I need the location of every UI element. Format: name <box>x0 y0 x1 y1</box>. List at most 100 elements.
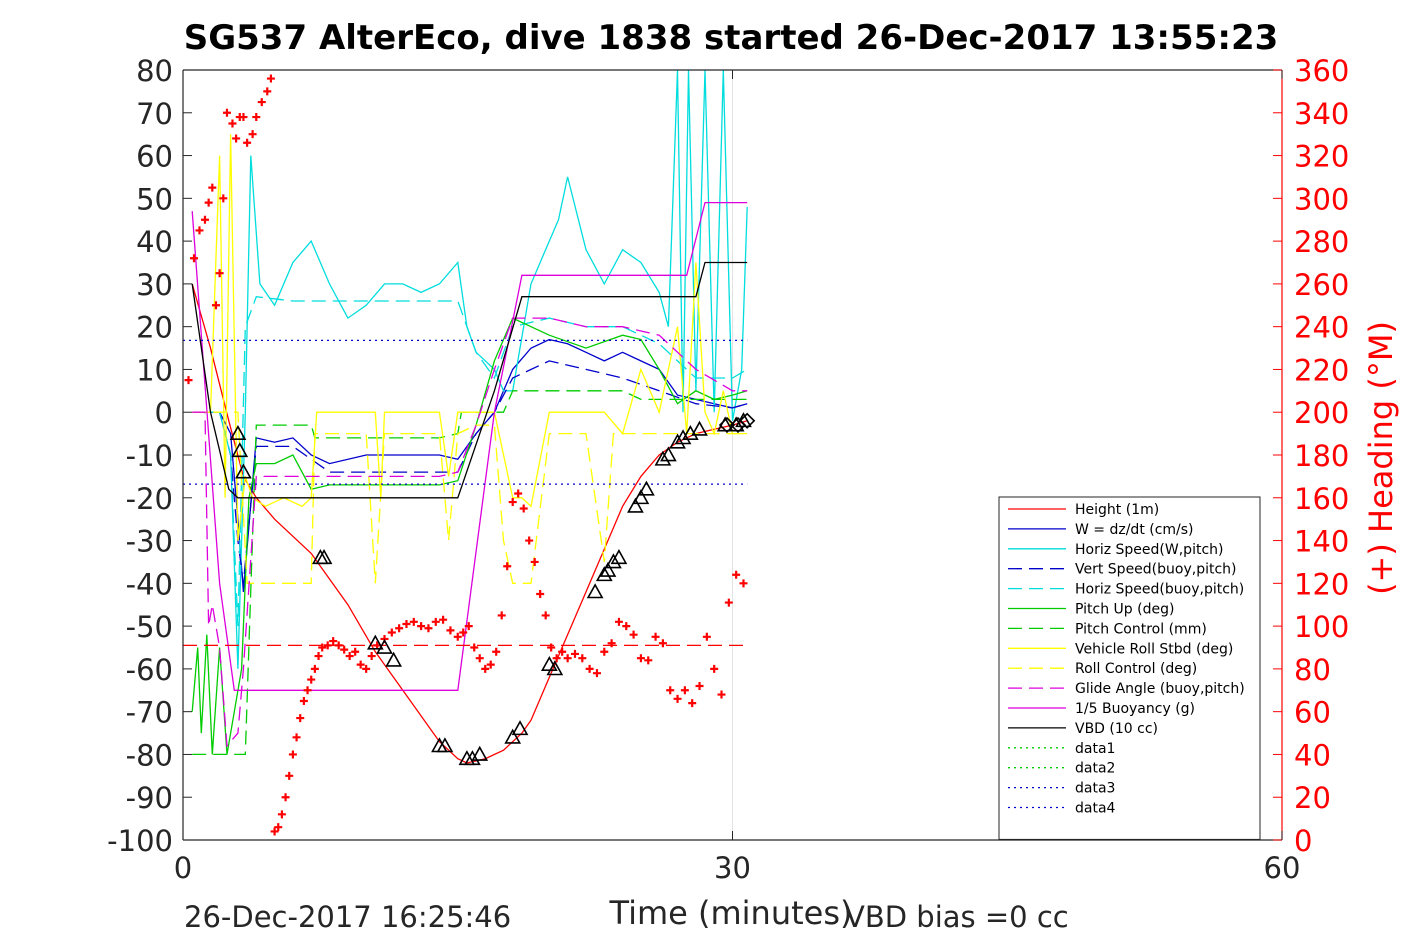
triangle-marker <box>385 651 403 667</box>
y2-tick-label: 160 <box>1294 482 1349 516</box>
y-tick-label: 40 <box>136 225 173 259</box>
heading-point <box>310 664 319 673</box>
y2-tick-label: 0 <box>1294 824 1312 858</box>
y2-tick-label: 300 <box>1294 182 1349 216</box>
triangle-marker <box>504 728 522 744</box>
heading-point <box>329 637 338 646</box>
heading-point <box>644 656 653 665</box>
triangle-marker <box>674 429 692 445</box>
heading-point <box>732 570 741 579</box>
heading-point <box>503 562 512 571</box>
heading-point <box>243 138 252 147</box>
heading-point <box>252 113 261 122</box>
triangle-marker <box>654 450 672 466</box>
heading-point <box>387 628 396 637</box>
legend-entry-label: Horiz Speed(W,pitch) <box>1075 542 1223 558</box>
x-tick-label: 0 <box>174 851 192 885</box>
vbd-bias-label: VBD bias =0 cc <box>845 900 1069 934</box>
series-line <box>192 411 748 584</box>
heading-point <box>607 639 616 648</box>
heading-point <box>666 686 675 695</box>
heading-point <box>600 647 609 656</box>
heading-point <box>340 645 349 654</box>
heading-point <box>570 649 579 658</box>
triangle-marker <box>638 480 655 496</box>
heading-point <box>208 183 217 192</box>
triangle-marker <box>595 566 613 582</box>
y-tick-label: 30 <box>136 268 173 302</box>
heading-point <box>402 619 411 628</box>
triangle-marker <box>669 433 686 449</box>
heading-point <box>717 690 726 699</box>
heading-point <box>636 654 645 663</box>
heading-point <box>592 669 601 678</box>
heading-point <box>303 686 312 695</box>
y-tick-label: -20 <box>126 482 173 516</box>
heading-point <box>673 694 682 703</box>
y-tick-label: -70 <box>126 696 173 730</box>
legend-entry-label: Glide Angle (buoy,pitch) <box>1075 681 1245 697</box>
legend-entry-label: W = dz/dt (cm/s) <box>1075 522 1194 538</box>
heading-point <box>281 793 290 802</box>
diamond-marker <box>718 416 736 434</box>
heading-point <box>219 194 228 203</box>
triangle-marker <box>691 420 708 436</box>
triangle-marker <box>586 583 604 599</box>
heading-point <box>525 536 534 545</box>
heading-point <box>464 622 473 631</box>
series-line <box>191 283 748 764</box>
heading-point <box>558 647 567 656</box>
legend-entry-label: Pitch Up (deg) <box>1075 602 1174 618</box>
y-tick-label: 10 <box>136 353 173 387</box>
y2-tick-label: 360 <box>1294 54 1349 88</box>
heading-point <box>530 557 539 566</box>
y-tick-label: 60 <box>136 140 173 174</box>
y2-tick-label: 40 <box>1294 738 1331 772</box>
heading-point <box>200 215 209 224</box>
y2-tick-label: 20 <box>1294 781 1331 815</box>
legend-entry-label: data4 <box>1075 801 1116 817</box>
heading-point <box>299 696 308 705</box>
heading-point <box>285 771 294 780</box>
heading-point <box>475 654 484 663</box>
series-line <box>192 134 748 541</box>
heading-point <box>204 198 213 207</box>
heading-point <box>292 733 301 742</box>
heading-point <box>362 664 371 673</box>
heading-point <box>578 654 587 663</box>
series-line <box>191 261 748 499</box>
legend-entry-label: Roll Control (deg) <box>1075 661 1197 677</box>
heading-point <box>453 632 462 641</box>
heading-point <box>345 652 354 661</box>
y-tick-label: -60 <box>126 653 173 687</box>
triangle-marker <box>546 660 564 676</box>
chart-title: SG537 AlterEco, dive 1838 started 26-Dec… <box>184 18 1279 58</box>
heading-point <box>239 113 248 122</box>
triangle-marker <box>632 489 650 505</box>
heading-point <box>232 134 241 143</box>
heading-point <box>431 617 440 626</box>
heading-point <box>439 615 448 624</box>
y2-tick-label: 260 <box>1294 268 1349 302</box>
heading-point <box>508 498 517 507</box>
triangle-marker <box>366 634 384 650</box>
heading-point <box>614 617 623 626</box>
heading-point <box>351 647 360 656</box>
series-line <box>191 201 748 691</box>
heading-point <box>497 611 506 620</box>
y2-tick-label: 180 <box>1294 439 1349 473</box>
heading-point <box>585 664 594 673</box>
y2-tick-label: 200 <box>1294 396 1349 430</box>
y-tick-label: 50 <box>136 182 173 216</box>
heading-point <box>288 750 297 759</box>
heading-point <box>486 660 495 669</box>
triangle-marker <box>599 561 617 577</box>
heading-point <box>658 639 667 648</box>
heading-point <box>395 624 404 633</box>
legend-entry-label: Vert Speed(buoy,pitch) <box>1075 562 1237 578</box>
heading-point <box>222 108 231 117</box>
legend-entry-label: Height (1m) <box>1075 502 1159 518</box>
y2-tick-label: 320 <box>1294 140 1349 174</box>
heading-point <box>622 622 631 631</box>
heading-point <box>688 699 697 708</box>
